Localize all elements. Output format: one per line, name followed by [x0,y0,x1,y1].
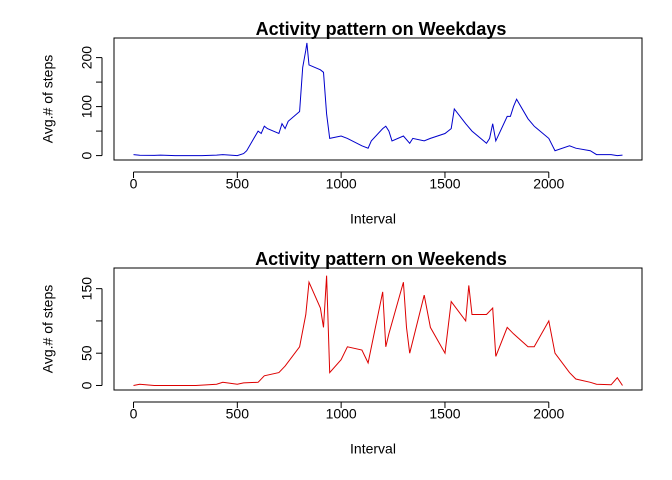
data-line [133,275,623,386]
plot-box [113,267,643,391]
x-axis-label: Interval [350,211,396,227]
y-tick-label: 0 [79,381,95,389]
x-tick-label: 1500 [429,176,460,192]
y-tick-label: 0 [79,151,95,159]
y-tick-label: 50 [79,345,95,361]
x-tick-label: 1000 [326,176,357,192]
x-tick-label: 0 [130,406,138,422]
y-axis-label: Avg.# of steps [40,55,56,143]
plot-box [113,37,643,161]
x-tick-label: 1500 [429,406,460,422]
x-tick-label: 1000 [326,406,357,422]
x-tick-label: 2000 [533,176,564,192]
chart-title: Activity pattern on Weekends [255,249,507,269]
data-line [133,42,623,157]
x-tick-label: 500 [226,176,250,192]
chart-title: Activity pattern on Weekdays [256,19,507,39]
y-tick-label: 200 [79,46,95,70]
x-tick-label: 0 [130,176,138,192]
x-tick-label: 2000 [533,406,564,422]
y-tick-label: 100 [79,95,95,119]
x-tick-label: 500 [226,406,250,422]
y-axis-label: Avg.# of steps [40,285,56,373]
x-axis-label: Interval [350,441,396,457]
y-tick-label: 150 [79,277,95,301]
